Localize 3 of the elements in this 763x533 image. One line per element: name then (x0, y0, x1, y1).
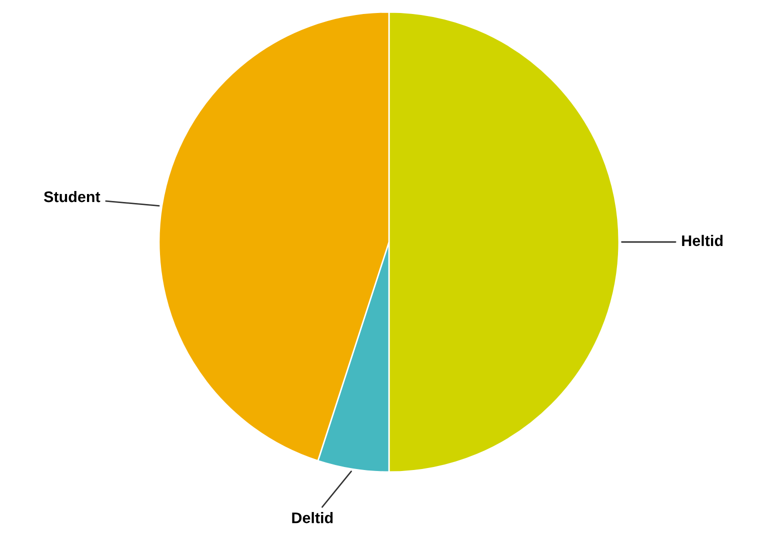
slice-label: Deltid (292, 512, 333, 524)
slice-label: Heltid (682, 234, 723, 246)
slice-label: Student (44, 190, 100, 202)
